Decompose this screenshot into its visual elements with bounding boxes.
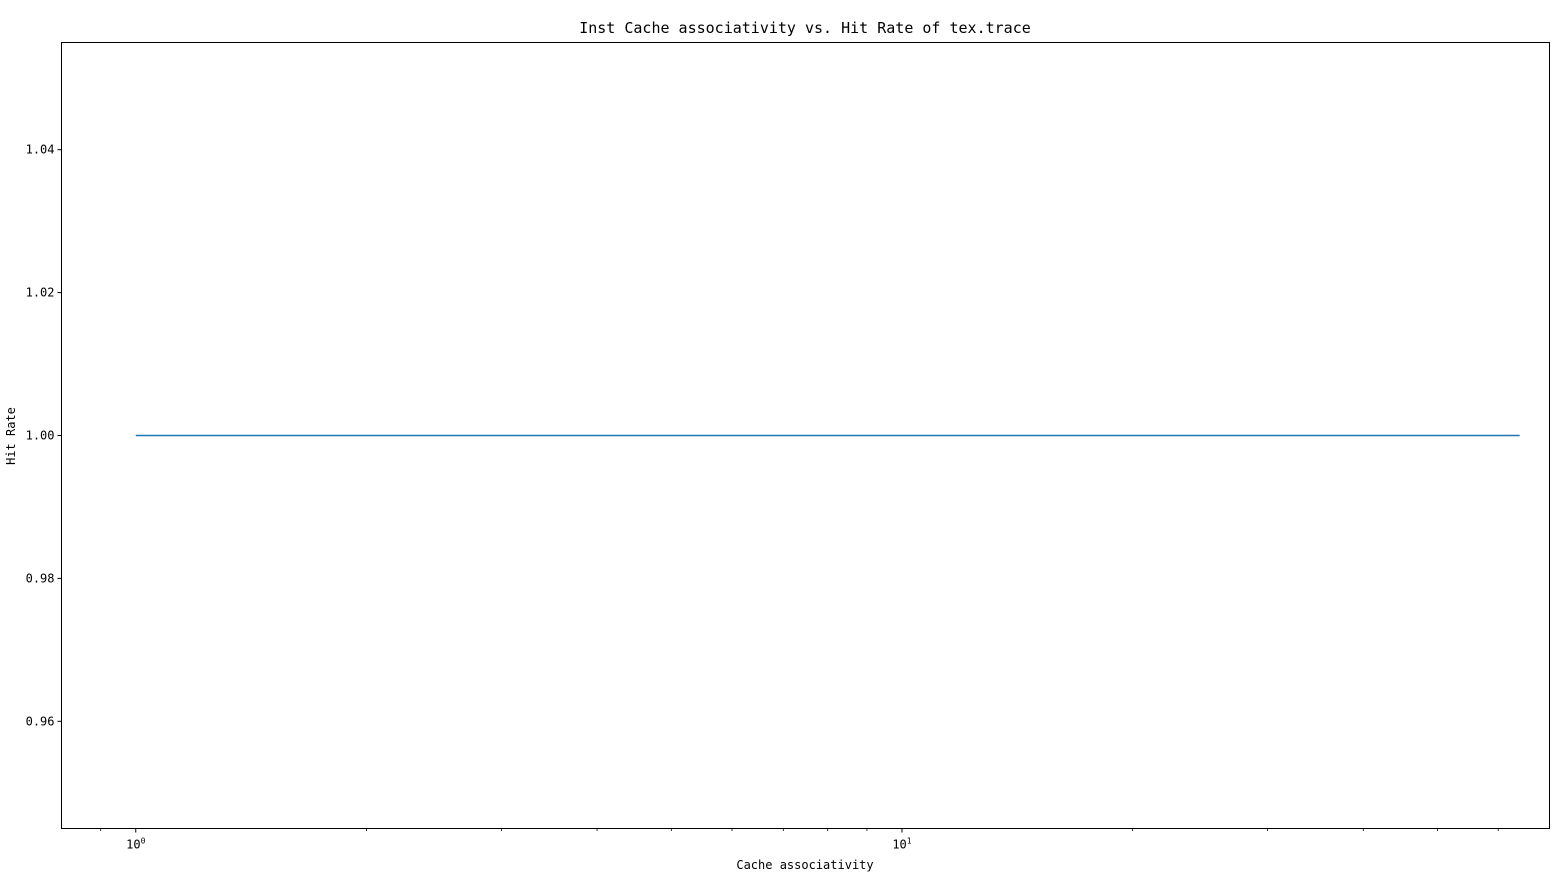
y-axis-ticks: 0.96 0.98 1.00 1.02 1.04 (26, 143, 62, 728)
x-axis-ticks: 100 101 (100, 828, 1499, 852)
y-tick-label: 1.00 (26, 429, 55, 443)
y-tick-label: 0.96 (26, 714, 55, 728)
chart-title: Inst Cache associativity vs. Hit Rate of… (579, 19, 1031, 37)
y-tick-label: 1.04 (26, 143, 55, 157)
x-tick-label: 100 (126, 837, 145, 852)
y-tick-label: 1.02 (26, 286, 55, 300)
x-tick-label: 101 (892, 837, 911, 852)
x-axis-label: Cache associativity (736, 858, 873, 872)
y-tick-label: 0.98 (26, 571, 55, 585)
y-axis-label: Hit Rate (4, 407, 18, 465)
